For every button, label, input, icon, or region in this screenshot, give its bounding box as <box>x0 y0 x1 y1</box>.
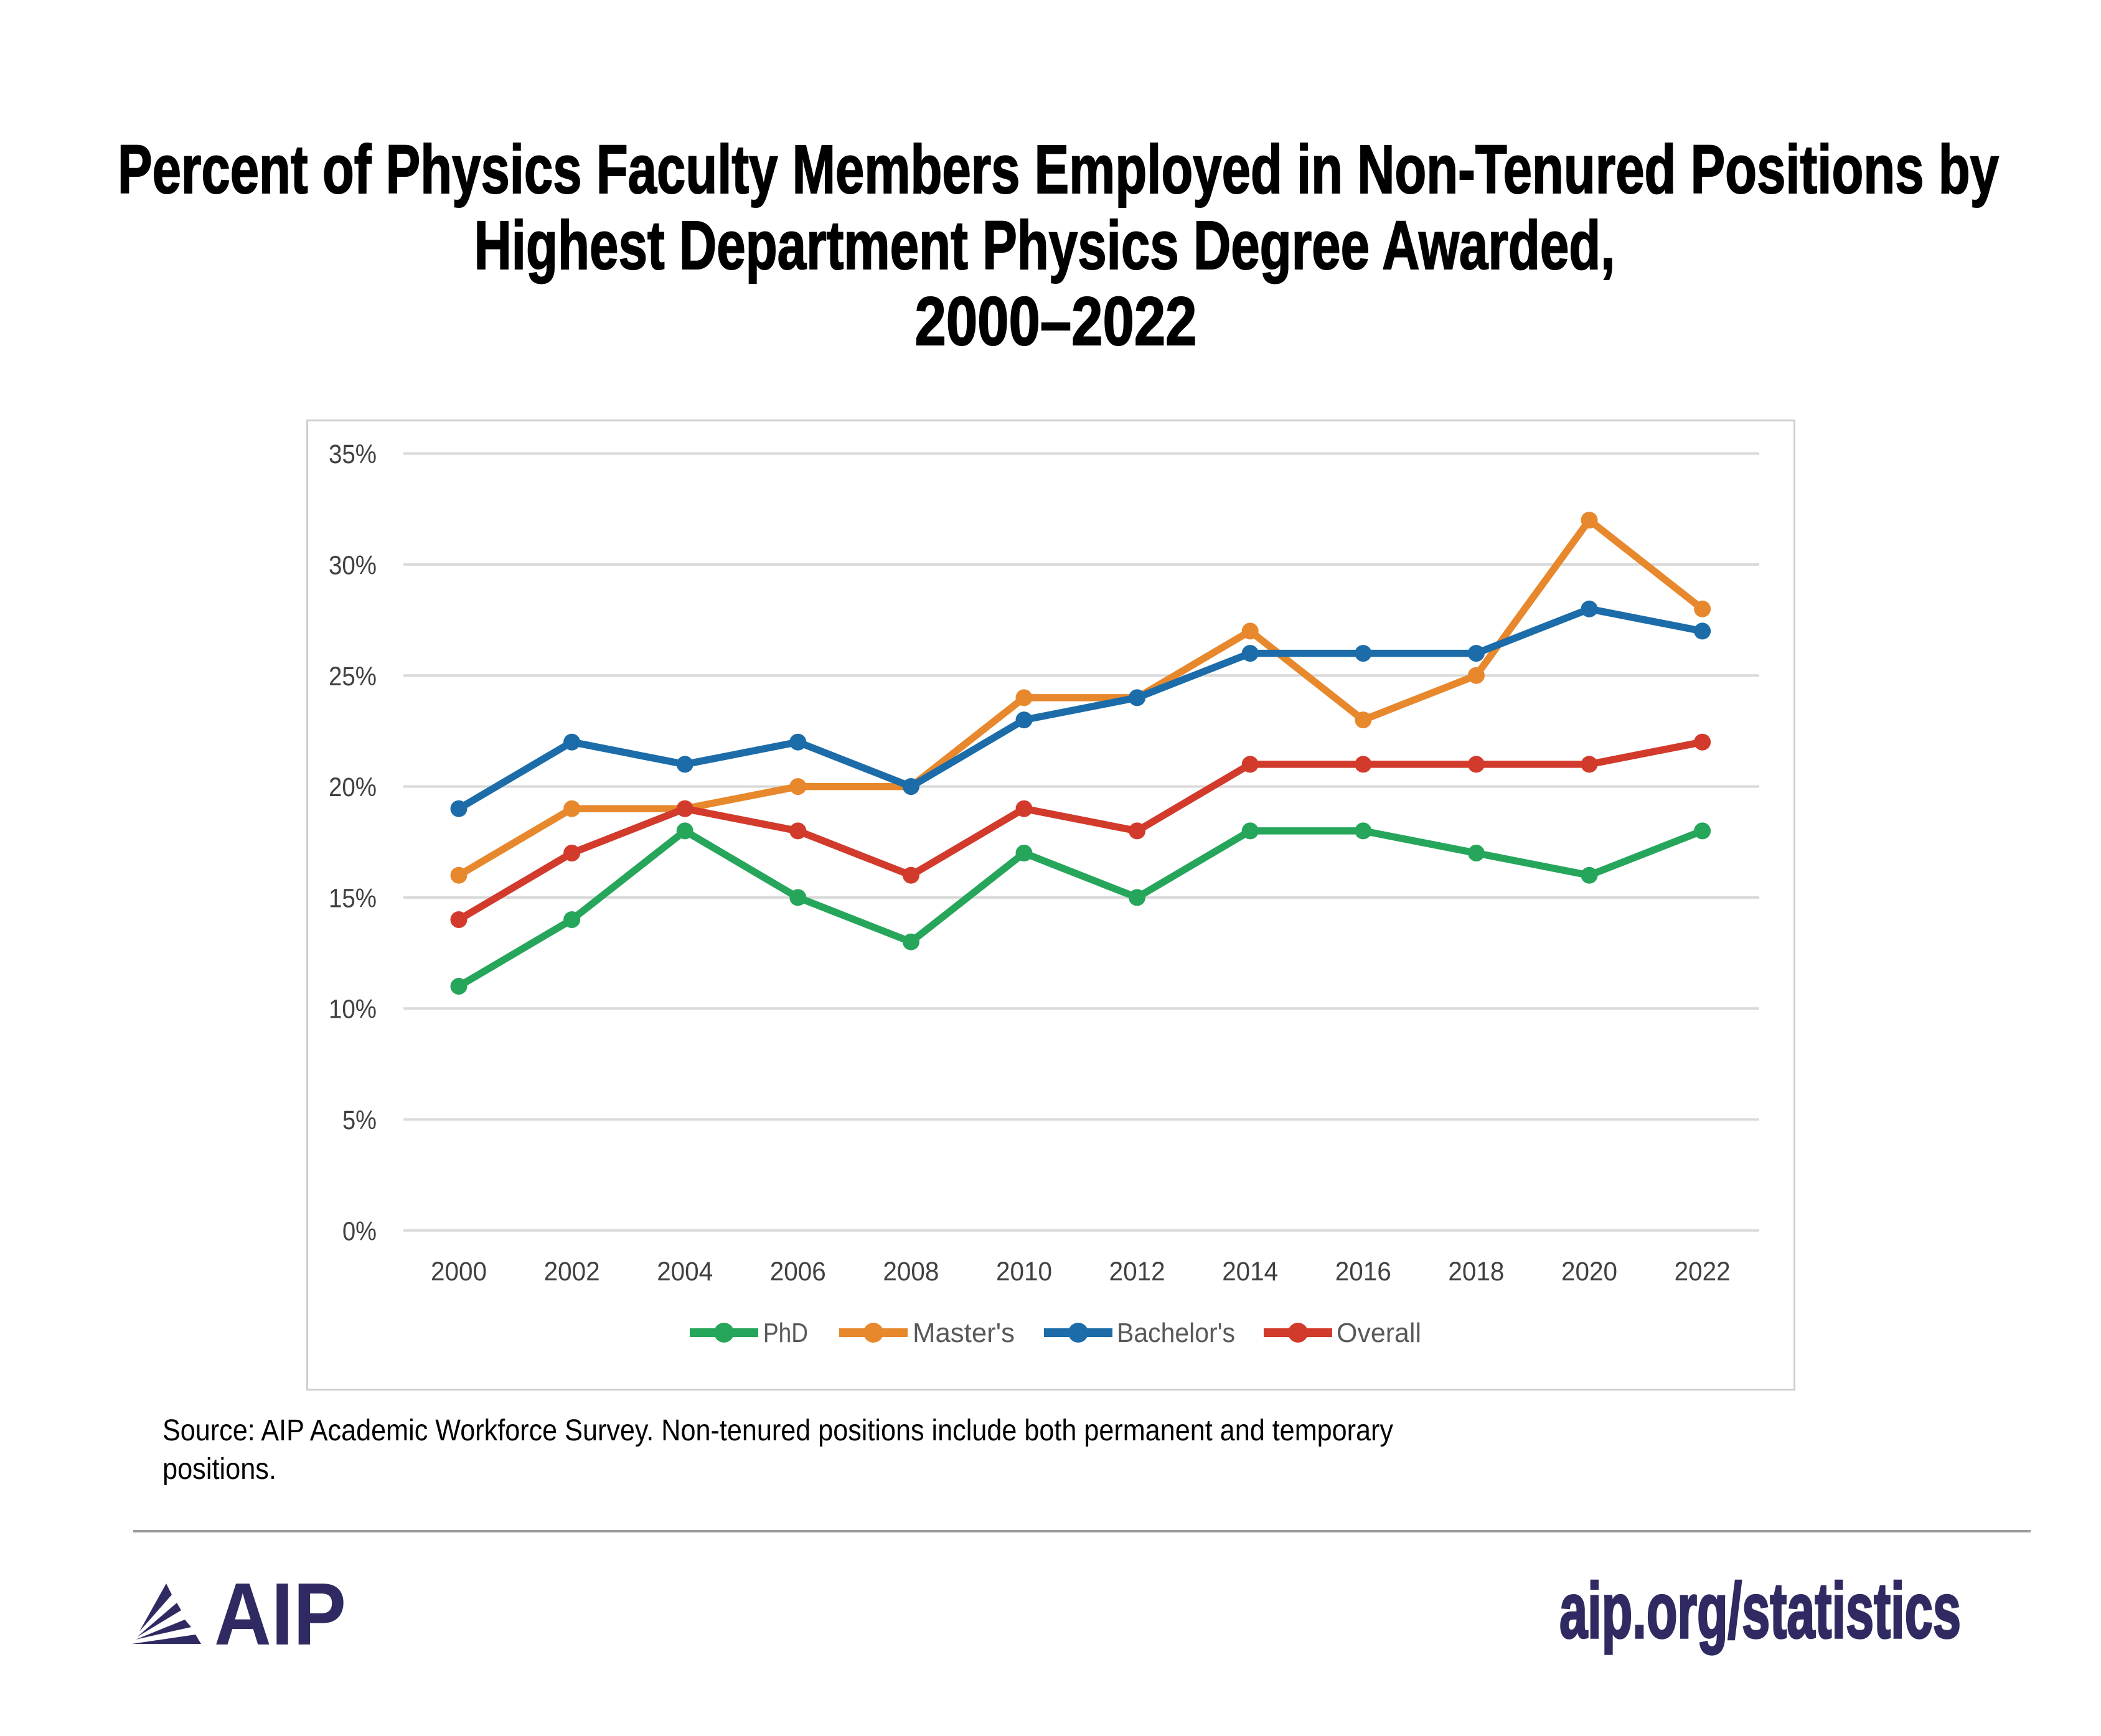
svg-text:10%: 10% <box>329 995 377 1025</box>
svg-text:PhD: PhD <box>763 1318 808 1348</box>
svg-text:30%: 30% <box>329 550 377 580</box>
svg-text:2000–2022: 2000–2022 <box>915 283 1197 360</box>
svg-text:2016: 2016 <box>1335 1257 1391 1287</box>
svg-text:Bachelor's: Bachelor's <box>1117 1318 1235 1348</box>
svg-text:2006: 2006 <box>770 1257 826 1287</box>
svg-text:20%: 20% <box>329 772 377 802</box>
svg-text:2000: 2000 <box>431 1257 487 1287</box>
svg-text:2008: 2008 <box>883 1257 939 1287</box>
svg-text:2014: 2014 <box>1222 1257 1278 1287</box>
svg-text:0%: 0% <box>342 1216 377 1246</box>
svg-text:Master's: Master's <box>913 1318 1015 1348</box>
svg-text:aip.org/statistics: aip.org/statistics <box>1559 1567 1961 1654</box>
svg-text:5%: 5% <box>342 1105 377 1135</box>
svg-text:35%: 35% <box>329 439 377 469</box>
svg-text:2002: 2002 <box>544 1257 600 1287</box>
svg-text:2022: 2022 <box>1675 1257 1731 1287</box>
svg-text:positions.: positions. <box>162 1453 276 1486</box>
svg-text:2012: 2012 <box>1109 1257 1165 1287</box>
svg-text:2004: 2004 <box>657 1257 713 1287</box>
svg-text:AIP: AIP <box>214 1565 346 1664</box>
svg-text:Overall: Overall <box>1337 1318 1421 1348</box>
svg-text:Highest Department Physics Deg: Highest Department Physics Degree Awarde… <box>474 207 1615 284</box>
svg-text:25%: 25% <box>329 662 377 692</box>
svg-text:2020: 2020 <box>1561 1257 1617 1287</box>
svg-text:Source: AIP Academic Workforce: Source: AIP Academic Workforce Survey. N… <box>162 1414 1393 1447</box>
svg-text:Percent of Physics Faculty Mem: Percent of Physics Faculty Members Emplo… <box>118 131 1999 208</box>
svg-text:15%: 15% <box>329 883 377 913</box>
svg-text:2018: 2018 <box>1448 1257 1504 1287</box>
svg-text:2010: 2010 <box>996 1257 1052 1287</box>
